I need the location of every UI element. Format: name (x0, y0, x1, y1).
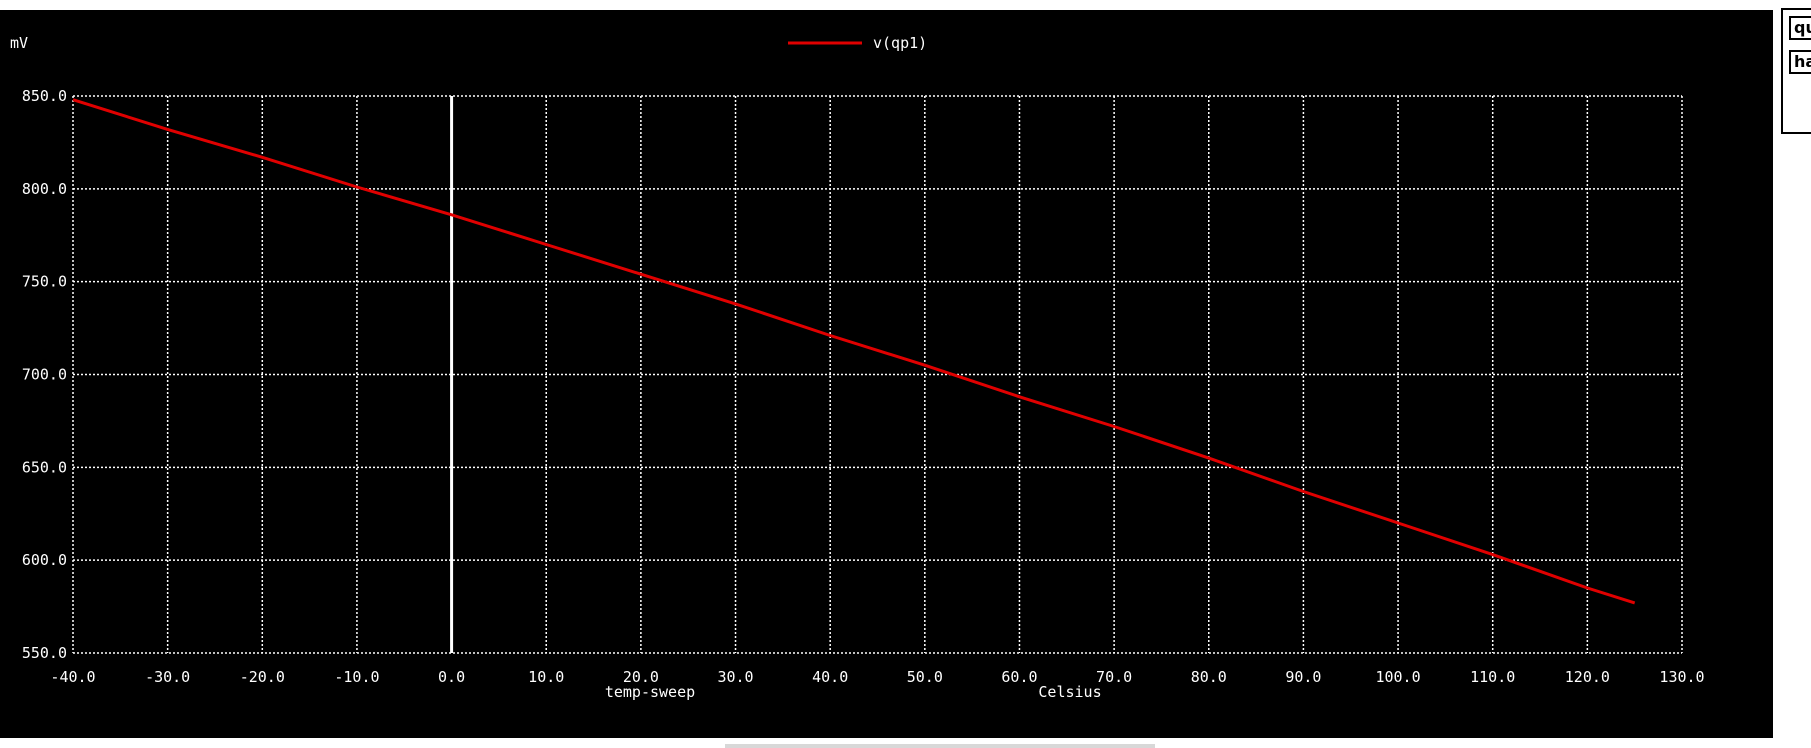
tick-labels: -40.0 -30.0 -20.0 -10.0 0.0 10.0 20.0 30.0 40.0 5… (22, 87, 1705, 686)
x-tick-label: 0.0 (438, 668, 465, 686)
y-tick-label: 600.0 (22, 551, 67, 569)
side-panel: qu ha (1781, 8, 1811, 134)
x-tick-label: 130.0 (1659, 668, 1704, 686)
x-tick-label: -20.0 (240, 668, 285, 686)
plot-window: -40.0 -30.0 -20.0 -10.0 0.0 10.0 20.0 30.0 40.0 5… (0, 10, 1773, 738)
series-line (72, 98, 1636, 605)
bottom-scroll-strip[interactable] (725, 744, 1155, 748)
x-tick-label: 10.0 (528, 668, 564, 686)
x-tick-label: -30.0 (145, 668, 190, 686)
y-tick-label: 800.0 (22, 180, 67, 198)
legend-label: v(qp1) (873, 34, 927, 52)
line-chart: -40.0 -30.0 -20.0 -10.0 0.0 10.0 20.0 30.0 40.0 5… (10, 34, 1705, 701)
x-axis-label-right: Celsius (1038, 683, 1101, 701)
x-tick-label: -10.0 (334, 668, 379, 686)
x-tick-label: 60.0 (1001, 668, 1037, 686)
x-axis-label-left: temp-sweep (605, 683, 695, 701)
side-button-2[interactable]: ha (1789, 50, 1811, 74)
side-button-1[interactable]: qu (1789, 16, 1811, 40)
x-tick-label: 120.0 (1565, 668, 1610, 686)
y-tick-label: 850.0 (22, 87, 67, 105)
x-tick-label: 40.0 (812, 668, 848, 686)
y-unit-label: mV (10, 34, 28, 52)
x-tick-label: 70.0 (1096, 668, 1132, 686)
x-tick-label: 100.0 (1375, 668, 1420, 686)
x-tick-label: 20.0 (623, 668, 659, 686)
legend: v(qp1) (788, 34, 927, 52)
series-layer (72, 98, 1636, 605)
x-tick-label: 110.0 (1470, 668, 1515, 686)
x-tick-label: 30.0 (717, 668, 753, 686)
y-tick-label: 550.0 (22, 644, 67, 662)
x-tick-label: -40.0 (50, 668, 95, 686)
x-tick-label: 90.0 (1285, 668, 1321, 686)
x-tick-label: 80.0 (1191, 668, 1227, 686)
y-tick-label: 750.0 (22, 273, 67, 291)
grid (72, 95, 1683, 654)
y-tick-label: 650.0 (22, 458, 67, 476)
x-tick-label: 50.0 (907, 668, 943, 686)
y-tick-label: 700.0 (22, 366, 67, 384)
